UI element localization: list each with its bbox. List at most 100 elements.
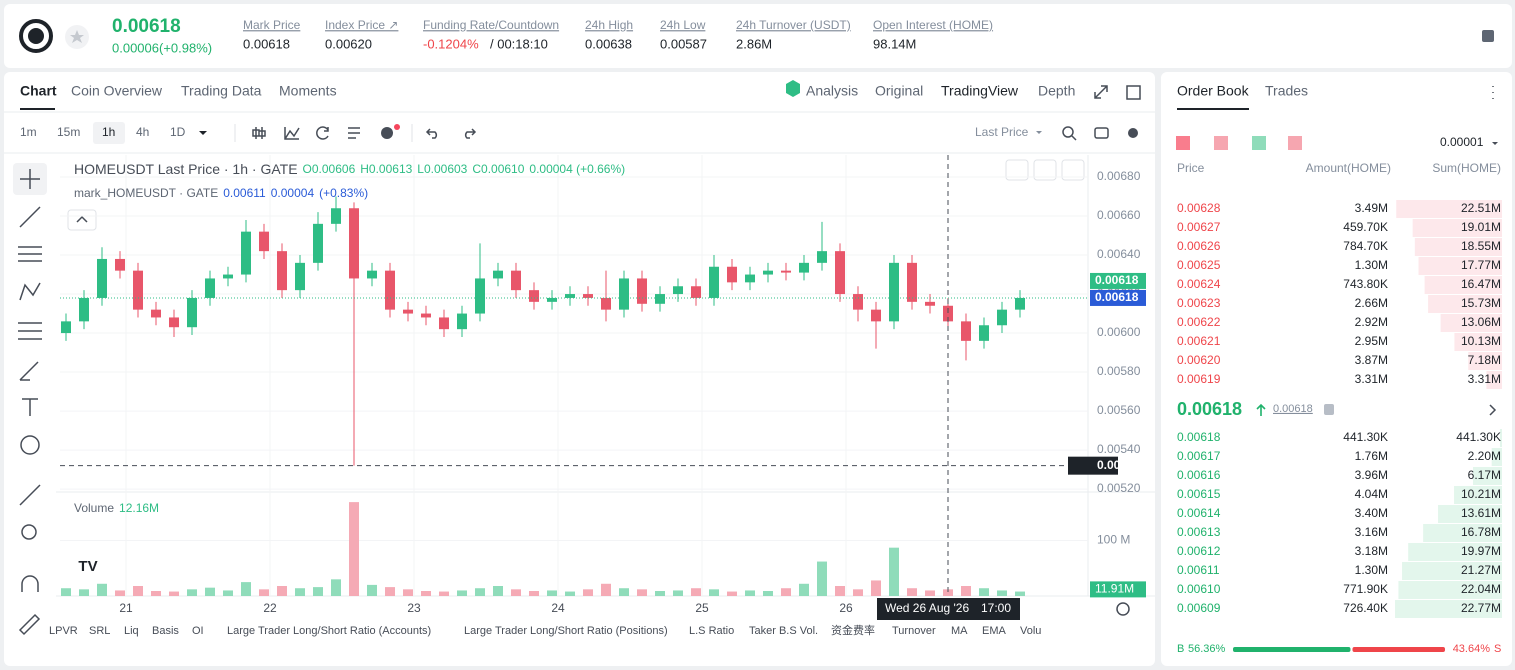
indicator[interactable]: EMA — [982, 625, 1007, 637]
view-tab[interactable]: Analysis — [806, 83, 858, 99]
window-button[interactable] — [1126, 85, 1141, 100]
candle-body — [583, 294, 593, 298]
book-layout-button[interactable] — [1176, 136, 1190, 150]
interval[interactable]: 4h — [136, 125, 149, 139]
book-amount: 3.18M — [1355, 544, 1388, 558]
indicator[interactable]: Large Trader Long/Short Ratio (Positions… — [464, 625, 668, 637]
legend-toggle[interactable] — [67, 209, 97, 231]
indicator[interactable]: Large Trader Long/Short Ratio (Accounts) — [227, 625, 431, 637]
depth-bar — [1438, 505, 1502, 523]
compare-button[interactable] — [316, 126, 329, 140]
book-tab[interactable]: Trades — [1265, 83, 1308, 99]
indicator[interactable]: 资金费率 — [831, 623, 875, 637]
undo-button[interactable] — [425, 128, 438, 139]
brush-tool[interactable] — [19, 361, 39, 381]
book-amount: 2.95M — [1355, 334, 1388, 348]
interval[interactable]: 1D — [170, 125, 186, 139]
magnet-tool[interactable] — [21, 575, 39, 592]
settings-button[interactable] — [1128, 128, 1138, 138]
view-tab[interactable]: Depth — [1038, 83, 1075, 99]
indicator[interactable]: SRL — [89, 625, 110, 637]
measure-tool[interactable] — [19, 484, 41, 506]
interval[interactable]: 15m — [57, 125, 80, 139]
dropdown-caret[interactable] — [199, 131, 207, 135]
legend-item: 0.00004 (+0.66%) — [529, 162, 625, 176]
screenshot-button[interactable] — [1094, 127, 1109, 139]
chart-tab[interactable]: Moments — [279, 83, 337, 99]
book-price: 0.00622 — [1177, 315, 1221, 329]
zoom-tool[interactable] — [21, 524, 37, 540]
indicator[interactable]: OI — [192, 625, 204, 637]
volume-bar — [1015, 591, 1025, 596]
book-layout-button[interactable] — [1252, 136, 1266, 150]
book-price: 0.00609 — [1177, 601, 1221, 615]
book-layout-button[interactable] — [1214, 136, 1228, 150]
indicator[interactable]: MA — [951, 625, 968, 637]
interval[interactable]: 1h — [102, 125, 115, 139]
mid-arrow[interactable] — [1489, 404, 1497, 416]
candle-body — [547, 297, 557, 302]
template-button[interactable] — [348, 127, 360, 139]
indicator[interactable]: Liq — [124, 625, 139, 637]
crosshair-tool[interactable] — [20, 169, 40, 189]
book-sum: 21.27M — [1461, 563, 1501, 577]
chart-panel — [4, 72, 1155, 666]
book-sum: 19.01M — [1461, 220, 1501, 234]
volume-bar — [943, 589, 953, 596]
scroll-button[interactable] — [1005, 159, 1029, 181]
book-amount: 2.92M — [1355, 315, 1388, 329]
fullscreen-button[interactable] — [1094, 85, 1108, 99]
settings-button[interactable] — [1116, 602, 1130, 616]
search-button[interactable] — [1071, 135, 1077, 141]
emoji-tool[interactable] — [20, 435, 40, 455]
dropdown-caret[interactable] — [1492, 142, 1498, 145]
volume-bar — [583, 589, 593, 596]
book-sum: 441.30K — [1456, 430, 1501, 444]
stat-label: Mark Price — [243, 18, 301, 32]
interval[interactable]: 1m — [20, 125, 37, 139]
view-tab[interactable]: Original — [875, 83, 923, 99]
candle-type-button[interactable] — [252, 127, 266, 139]
stat-value: 0.00638 — [585, 36, 632, 51]
book-price: 0.00612 — [1177, 544, 1221, 558]
chart-tab[interactable]: Coin Overview — [71, 83, 163, 99]
maximize-button[interactable] — [1061, 159, 1085, 181]
indicator[interactable]: L.S Ratio — [689, 625, 734, 637]
channel-tool[interactable] — [18, 246, 42, 262]
candle-body — [205, 278, 215, 298]
indicator[interactable]: Taker B.S Vol. — [749, 625, 818, 637]
dropdown-caret[interactable] — [1036, 131, 1042, 134]
notes-button[interactable] — [1482, 30, 1494, 42]
search-button[interactable] — [1062, 126, 1074, 138]
chart-tab[interactable]: Trading Data — [181, 83, 262, 99]
precision[interactable]: 0.00001 — [1440, 135, 1484, 149]
book-sum: 13.06M — [1461, 315, 1501, 329]
pattern-tool[interactable] — [19, 282, 41, 301]
depth-bar — [1424, 276, 1502, 294]
line-tool[interactable] — [19, 206, 41, 228]
indicator[interactable]: Basis — [152, 625, 179, 637]
indicator[interactable]: LPVR — [49, 625, 78, 637]
add-button[interactable] — [381, 127, 393, 139]
book-layout-button[interactable] — [1288, 136, 1302, 150]
redo-button[interactable] — [464, 128, 477, 139]
indicator[interactable]: Volu — [1020, 625, 1041, 637]
book-sum: 10.13M — [1461, 334, 1501, 348]
price-type[interactable]: Last Price — [975, 125, 1029, 139]
candle-body — [763, 270, 773, 275]
book-sum: 19.97M — [1461, 544, 1501, 558]
fib-tool[interactable] — [18, 322, 42, 340]
depth-bar — [1499, 429, 1502, 447]
y-tick-label: 0.00680 — [1097, 169, 1141, 183]
collapse-button[interactable] — [1033, 159, 1057, 181]
pencil-tool[interactable] — [18, 613, 41, 636]
text-tool[interactable] — [22, 398, 38, 416]
book-tab[interactable]: Order Book — [1177, 83, 1250, 99]
candle-body — [997, 309, 1007, 326]
volume-bar — [637, 589, 647, 596]
view-tab[interactable]: TradingView — [941, 83, 1019, 99]
chart-tab[interactable]: Chart — [20, 83, 57, 99]
crosshair-date-box — [877, 598, 1020, 620]
indicator[interactable]: Turnover — [892, 625, 936, 637]
indicators-button[interactable] — [284, 127, 300, 140]
